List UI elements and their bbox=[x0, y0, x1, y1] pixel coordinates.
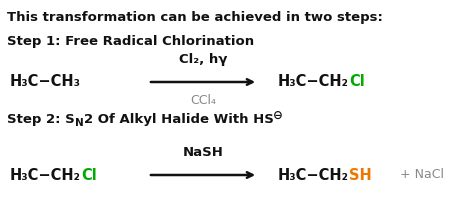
Text: Step 1: Free Radical Chlorination: Step 1: Free Radical Chlorination bbox=[7, 35, 254, 48]
Text: H₃C−CH₂: H₃C−CH₂ bbox=[10, 167, 81, 183]
Text: H₃C−CH₂: H₃C−CH₂ bbox=[278, 74, 349, 89]
Text: 2 Of Alkyl Halide With HS: 2 Of Alkyl Halide With HS bbox=[83, 113, 273, 127]
Text: SH: SH bbox=[349, 167, 372, 183]
Text: Cl₂, hγ: Cl₂, hγ bbox=[179, 53, 227, 66]
Text: + NaCl: + NaCl bbox=[400, 169, 444, 181]
Text: H₃C−CH₃: H₃C−CH₃ bbox=[10, 74, 81, 89]
Text: NaSH: NaSH bbox=[182, 146, 223, 159]
Text: Cl: Cl bbox=[81, 167, 97, 183]
Text: N: N bbox=[75, 118, 83, 128]
Text: H₃C−CH₂: H₃C−CH₂ bbox=[278, 167, 349, 183]
Text: CCl₄: CCl₄ bbox=[190, 94, 216, 107]
Text: Step 2: S: Step 2: S bbox=[7, 113, 75, 127]
Text: This transformation can be achieved in two steps:: This transformation can be achieved in t… bbox=[7, 11, 383, 24]
Text: Cl: Cl bbox=[349, 74, 365, 89]
Text: ⊖: ⊖ bbox=[273, 109, 283, 121]
